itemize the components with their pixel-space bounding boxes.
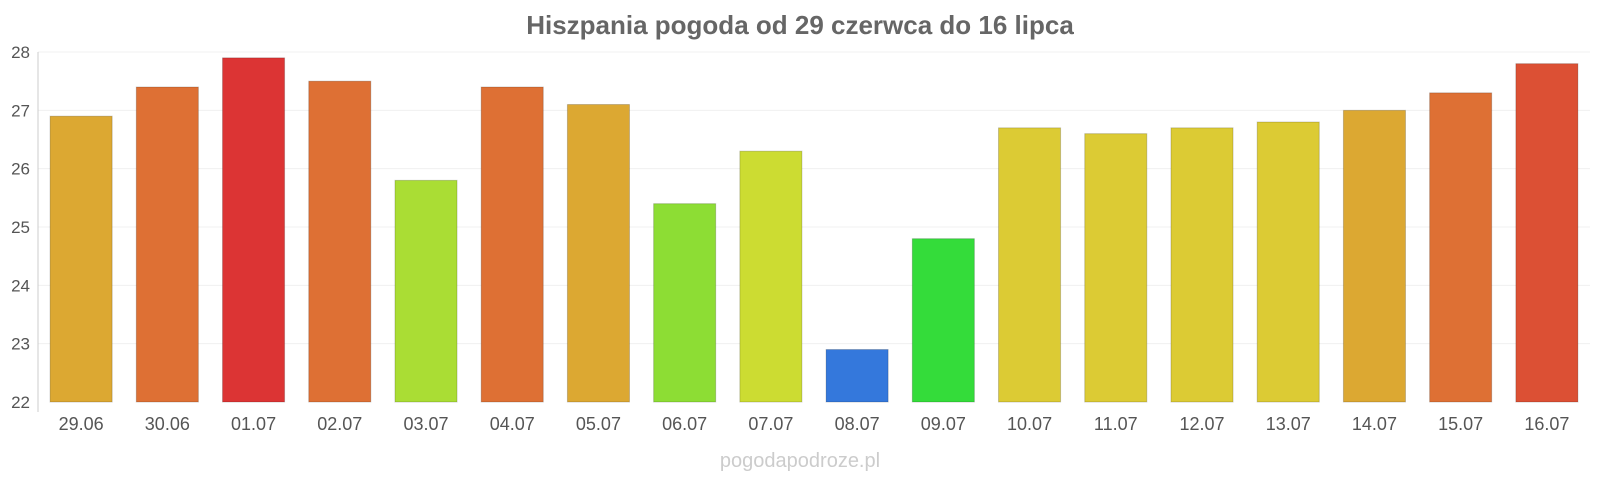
x-tick-label: 01.07: [231, 414, 276, 434]
bar: [49, 115, 113, 403]
x-tick-label: 07.07: [748, 414, 793, 434]
x-tick-label: 09.07: [921, 414, 966, 434]
bar: [1342, 109, 1406, 403]
watermark[interactable]: pogodapodroze.pl: [719, 450, 881, 472]
y-tick-label: 26: [11, 160, 30, 179]
y-tick-label: 23: [11, 335, 30, 354]
bar: [1084, 133, 1148, 403]
y-tick-label: 24: [11, 276, 30, 295]
chart-title: Hiszpania pogoda od 29 czerwca do 16 lip…: [526, 10, 1074, 40]
x-tick-label: 11.07: [1094, 414, 1138, 434]
bar: [911, 238, 975, 403]
x-tick-label: 06.07: [662, 414, 707, 434]
bar: [135, 86, 199, 403]
x-tick-label: 15.07: [1438, 414, 1483, 434]
bar: [222, 57, 286, 403]
bar: [653, 203, 717, 403]
y-tick-label: 28: [11, 43, 30, 62]
bar: [1170, 127, 1234, 403]
bar: [566, 104, 630, 403]
bar: [308, 80, 372, 403]
x-tick-label: 12.07: [1179, 414, 1224, 434]
y-tick-label: 27: [11, 101, 30, 120]
x-tick-label: 03.07: [403, 414, 448, 434]
x-tick-label: 13.07: [1266, 414, 1311, 434]
x-tick-label: 08.07: [835, 414, 880, 434]
bar: [1429, 92, 1493, 403]
x-tick-label: 29.06: [59, 414, 104, 434]
bar: [480, 86, 544, 403]
bar: [1515, 63, 1579, 403]
bar: [739, 150, 803, 403]
bar: [1256, 121, 1320, 403]
y-tick-label: 25: [11, 218, 30, 237]
bar: [998, 127, 1062, 403]
x-tick-label: 02.07: [317, 414, 362, 434]
x-tick-label: 30.06: [145, 414, 190, 434]
y-tick-label: 22: [11, 393, 30, 412]
x-tick-label: 14.07: [1352, 414, 1397, 434]
x-tick-label: 16.07: [1524, 414, 1569, 434]
x-tick-label: 04.07: [490, 414, 535, 434]
bar: [825, 349, 889, 403]
x-tick-label: 10.07: [1007, 414, 1052, 434]
x-tick-label: 05.07: [576, 414, 621, 434]
bar: [394, 179, 458, 403]
